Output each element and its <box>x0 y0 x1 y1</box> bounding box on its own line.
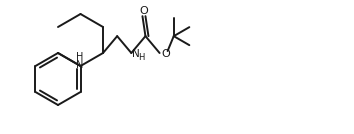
Text: H: H <box>76 52 83 62</box>
Text: O: O <box>139 6 148 16</box>
Text: N: N <box>76 60 83 70</box>
Text: O: O <box>161 49 170 59</box>
Text: H: H <box>138 53 145 62</box>
Text: N: N <box>132 49 140 59</box>
